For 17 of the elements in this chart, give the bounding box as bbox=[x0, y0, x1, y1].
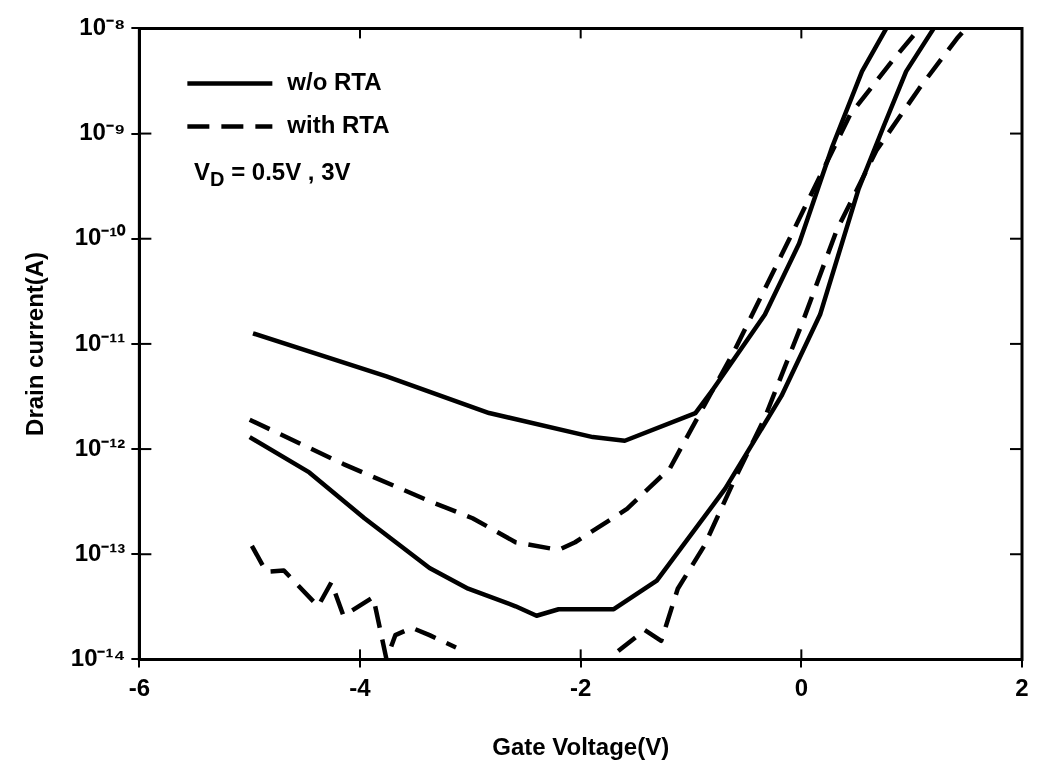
y-tick-label: 10⁻¹¹ bbox=[74, 328, 126, 356]
y-axis-title: Drain current(A) bbox=[21, 251, 49, 436]
x-tick-label: 0 bbox=[794, 674, 809, 702]
legend-label: with RTA bbox=[286, 111, 390, 139]
x-tick-label: 2 bbox=[1015, 674, 1029, 702]
y-tick-label: 10⁻¹² bbox=[74, 433, 126, 461]
y-tick-label: 10⁻⁹ bbox=[79, 118, 126, 146]
x-axis-title: Gate Voltage(V) bbox=[492, 733, 670, 761]
y-tick-label: 10⁻¹³ bbox=[74, 538, 126, 566]
x-tick-label: -6 bbox=[128, 674, 151, 702]
legend-label: w/o RTA bbox=[286, 68, 382, 96]
x-tick-label: -4 bbox=[349, 674, 372, 702]
y-tick-label: 10⁻⁸ bbox=[79, 13, 126, 41]
y-tick-label: 10⁻¹⁰ bbox=[74, 223, 127, 251]
x-tick-label: -2 bbox=[570, 674, 592, 702]
annotation: V$_{D}$ = 0.5V , 3V bbox=[194, 158, 351, 191]
y-tick-label: 10⁻¹⁴ bbox=[70, 644, 126, 672]
